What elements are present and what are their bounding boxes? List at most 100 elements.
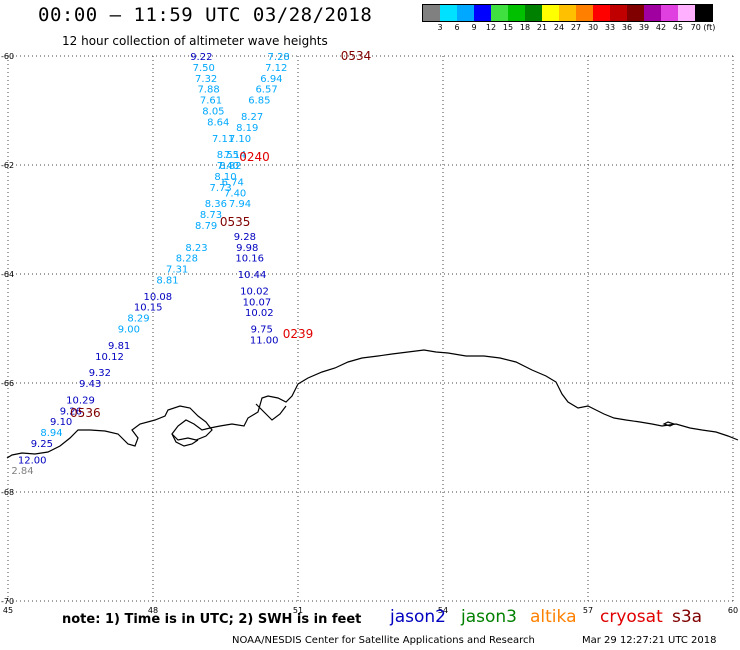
wave-height-value: 7.40 xyxy=(217,161,239,172)
color-scale-tick: 15 xyxy=(502,23,514,32)
pass-time-label: 0536 xyxy=(70,406,101,420)
color-scale-cell xyxy=(661,5,678,21)
legend-s3a: s3a xyxy=(672,607,703,627)
wave-height-points: 7.287.126.946.576.858.278.197.107.147.40… xyxy=(11,52,289,477)
coastline-bay xyxy=(255,403,287,421)
wave-height-value: 9.43 xyxy=(79,379,101,390)
latitude-tick: -68 xyxy=(1,488,14,497)
wave-height-value: 8.64 xyxy=(207,117,229,128)
color-scale-tick: 36 xyxy=(621,23,633,32)
generated-timestamp: Mar 29 12:27:21 UTC 2018 xyxy=(582,635,717,646)
legend-altika: altika xyxy=(530,607,577,627)
wave-height-value: 7.31 xyxy=(166,265,188,276)
wave-height-value: 6.74 xyxy=(222,177,244,188)
color-scale-cell xyxy=(627,5,644,21)
color-scale-cell xyxy=(559,5,576,21)
wave-height-value: 9.26 xyxy=(60,406,82,417)
wave-height-value: 10.07 xyxy=(243,297,272,308)
wave-height-value: 9.98 xyxy=(236,243,258,254)
color-scale-tick: 42 xyxy=(655,23,667,32)
color-scale-cell xyxy=(491,5,508,21)
color-scale-tick: 30 xyxy=(587,23,599,32)
wave-height-value: 8.28 xyxy=(176,254,198,265)
color-scale-cell xyxy=(474,5,491,21)
latitude-tick: -66 xyxy=(1,379,14,388)
latitude-tick: -62 xyxy=(1,161,14,170)
color-scale-tick: 3 xyxy=(437,23,443,32)
wave-height-value: 9.10 xyxy=(50,417,72,428)
wave-height-value: 7.73 xyxy=(210,183,232,194)
wave-height-value: 8.05 xyxy=(202,107,224,118)
wave-height-value: 7.50 xyxy=(193,63,215,74)
wave-height-value: 8.36 xyxy=(205,199,227,210)
wave-height-value: 7.28 xyxy=(268,52,290,63)
wave-height-value: 7.88 xyxy=(197,85,219,96)
wave-height-value: 9.22 xyxy=(190,52,212,63)
wave-height-value: 8.79 xyxy=(195,221,217,232)
color-scale-cell xyxy=(457,5,474,21)
color-scale-tick: 9 xyxy=(471,23,477,32)
wave-height-value: 7.10 xyxy=(229,134,251,145)
wave-height-value: 8.73 xyxy=(200,210,222,221)
longitude-tick: 60 xyxy=(728,606,738,615)
color-scale-cell xyxy=(610,5,627,21)
color-scale-tick: 45 xyxy=(672,23,684,32)
legend-jason2: jason2 xyxy=(390,607,446,627)
wave-height-value: 10.15 xyxy=(134,303,163,314)
wave-height-value: 8.55 xyxy=(217,150,239,161)
pass-time-label: 0535 xyxy=(220,215,251,229)
coastline-path xyxy=(6,349,739,459)
credit-line: NOAA/NESDIS Center for Satellite Applica… xyxy=(232,635,535,646)
wave-height-value: 8.82 xyxy=(219,161,241,172)
wave-height-value: 9.75 xyxy=(251,325,273,336)
color-scale-tick: 24 xyxy=(553,23,565,32)
color-scale-cell xyxy=(644,5,661,21)
color-scale-tick: 18 xyxy=(519,23,531,32)
latitude-tick: -70 xyxy=(1,597,14,606)
coastline-inlet xyxy=(171,433,199,447)
wave-height-value: 9.32 xyxy=(89,368,111,379)
wave-height-value: 7.12 xyxy=(265,63,287,74)
color-scale-tick: 27 xyxy=(570,23,582,32)
color-scale-cell xyxy=(525,5,542,21)
wave-height-value: 8.19 xyxy=(236,123,258,134)
footnote: note: 1) Time is in UTC; 2) SWH is in fe… xyxy=(62,612,362,627)
wave-height-value: 9.28 xyxy=(234,232,256,243)
latitude-tick: -64 xyxy=(1,270,14,279)
color-scale-tick: 21 xyxy=(536,23,548,32)
longitude-tick: 54 xyxy=(438,606,448,615)
color-scale-cell xyxy=(542,5,559,21)
wave-height-value: 10.12 xyxy=(95,352,124,363)
wave-height-value: 7.40 xyxy=(224,188,246,199)
longitude-tick: 48 xyxy=(148,606,158,615)
wave-height-value: 7.32 xyxy=(195,74,217,85)
island-1 xyxy=(662,421,676,427)
chart-title: 00:00 – 11:59 UTC 03/28/2018 xyxy=(38,4,373,26)
wave-height-value: 10.08 xyxy=(144,292,173,303)
wave-height-value: 9.81 xyxy=(108,341,130,352)
color-scale-cell xyxy=(695,5,712,21)
color-scale-tick: 12 xyxy=(485,23,497,32)
wave-height-value: 8.81 xyxy=(156,275,178,286)
color-scale-cell xyxy=(576,5,593,21)
wave-height-value: 2.84 xyxy=(11,466,33,477)
color-scale-tick: 70 (ft) xyxy=(690,23,716,32)
wave-height-value: 8.29 xyxy=(127,314,149,325)
wave-height-value: 9.00 xyxy=(118,325,140,336)
pass-time-label: 0239 xyxy=(283,327,314,341)
wave-height-value: 10.29 xyxy=(66,395,95,406)
color-scale-cell xyxy=(440,5,457,21)
wave-height-value: 12.00 xyxy=(18,455,47,466)
wave-height-value: 10.44 xyxy=(238,270,267,281)
wave-height-value: 8.10 xyxy=(214,172,236,183)
antarctic-coastline xyxy=(6,349,739,459)
wave-height-value: 9.25 xyxy=(31,439,53,450)
wave-height-value: 11.00 xyxy=(250,335,279,346)
longitude-tick: 45 xyxy=(3,606,13,615)
color-scale-tick: 33 xyxy=(604,23,616,32)
wave-height-value: 6.94 xyxy=(260,74,282,85)
color-scale-tick: 39 xyxy=(638,23,650,32)
pass-time-labels: 0534 0240 0535 0239 0536 xyxy=(70,49,371,420)
wave-height-value: 8.27 xyxy=(241,112,263,123)
wave-height-value: 8.23 xyxy=(185,243,207,254)
